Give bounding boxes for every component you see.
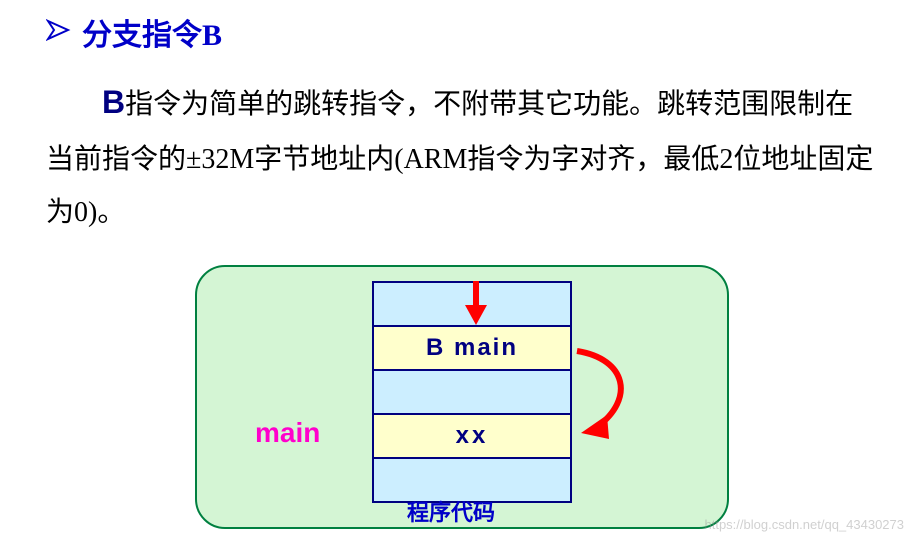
- section-heading: 分支指令B: [46, 10, 222, 54]
- mem-row-1: B main: [373, 326, 571, 370]
- body-text-run: 指令为简单的跳转指令，不附带其它功能。跳转范围限制在当前指令的±32M字节地址内…: [46, 89, 873, 228]
- mem-row-2: [373, 370, 571, 414]
- watermark: https://blog.csdn.net/qq_43430273: [705, 517, 905, 532]
- emphasis-b: B: [102, 84, 125, 120]
- heading-text: 分支指令B: [82, 10, 222, 54]
- branch-arrow-icon: [567, 329, 657, 439]
- body-paragraph: B指令为简单的跳转指令，不附带其它功能。跳转范围限制在当前指令的±32M字节地址…: [46, 72, 876, 239]
- bullet-arrow-icon: [46, 15, 72, 49]
- main-label: main: [255, 417, 320, 449]
- diagram-caption: 程序代码: [407, 495, 495, 527]
- diagram-container: B main xx main 程序代码: [195, 265, 729, 529]
- mem-row-3: xx: [373, 414, 571, 458]
- entry-arrow-icon: [461, 279, 491, 327]
